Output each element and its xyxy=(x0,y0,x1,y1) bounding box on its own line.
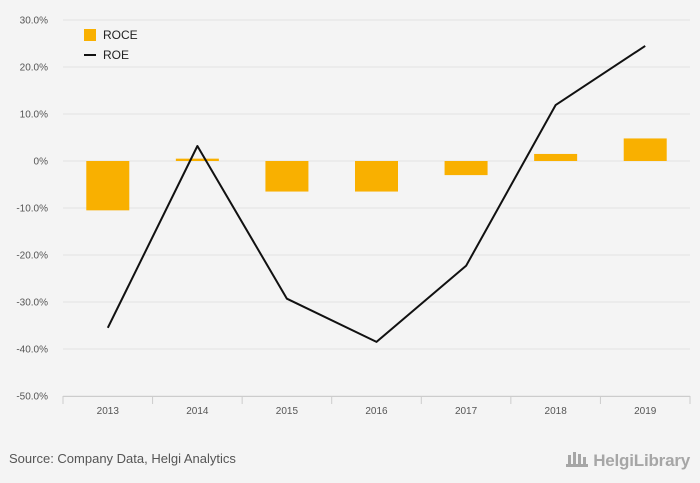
legend-swatch-roce xyxy=(84,29,96,41)
chart: -50.0% -40.0% -30.0% -20.0% -10.0% 0% 10.0% 20.… xyxy=(16,16,691,417)
y-tick-label: -40.0% xyxy=(16,345,48,356)
roce-bar xyxy=(534,153,578,161)
roce-bar xyxy=(623,138,667,161)
x-tick-label: 2018 xyxy=(545,406,568,417)
legend: ROCE ROE xyxy=(84,28,138,62)
x-axis-labels: 2013 2014 2015 2016 2017 2018 2019 xyxy=(97,406,657,417)
footer: Source: Company Data, Helgi Analytics He… xyxy=(0,440,700,483)
y-tick-label: 10.0% xyxy=(20,110,48,121)
y-tick-label: -20.0% xyxy=(16,251,48,262)
brand-logo: HelgiLibrary xyxy=(565,448,690,473)
legend-label-roce: ROCE xyxy=(103,28,138,42)
x-tick-label: 2014 xyxy=(186,406,209,417)
roce-bar xyxy=(175,158,219,161)
y-tick-label: 0% xyxy=(34,157,49,168)
brand-name: HelgiLibrary xyxy=(593,450,690,470)
roe-line xyxy=(106,45,646,343)
source-note: Source: Company Data, Helgi Analytics xyxy=(9,451,236,466)
chart-svg: -50.0% -40.0% -30.0% -20.0% -10.0% 0% 10.0% 20.… xyxy=(16,16,691,417)
roce-bars xyxy=(86,138,667,211)
x-tick-label: 2013 xyxy=(97,406,120,417)
y-tick-label: 30.0% xyxy=(20,16,48,27)
roce-bar xyxy=(86,161,130,211)
y-axis-labels: -50.0% -40.0% -30.0% -20.0% -10.0% 0% 10.0% 20.… xyxy=(16,16,48,403)
roce-bar xyxy=(444,161,488,176)
roce-bar xyxy=(355,161,398,192)
x-tick-label: 2015 xyxy=(276,406,299,417)
legend-label-roe: ROE xyxy=(103,48,129,62)
roe-line-layer xyxy=(106,45,646,343)
x-tick-label: 2017 xyxy=(455,406,478,417)
y-tick-label: -10.0% xyxy=(16,204,48,215)
x-tick-label: 2016 xyxy=(365,406,388,417)
library-building-icon xyxy=(565,448,589,473)
x-tick-label: 2019 xyxy=(634,406,657,417)
roce-bar xyxy=(265,161,309,192)
grid-lines xyxy=(63,19,690,397)
x-axis xyxy=(62,396,691,404)
y-tick-label: -50.0% xyxy=(16,392,48,403)
y-tick-label: -30.0% xyxy=(16,298,48,309)
y-tick-label: 20.0% xyxy=(20,63,48,74)
